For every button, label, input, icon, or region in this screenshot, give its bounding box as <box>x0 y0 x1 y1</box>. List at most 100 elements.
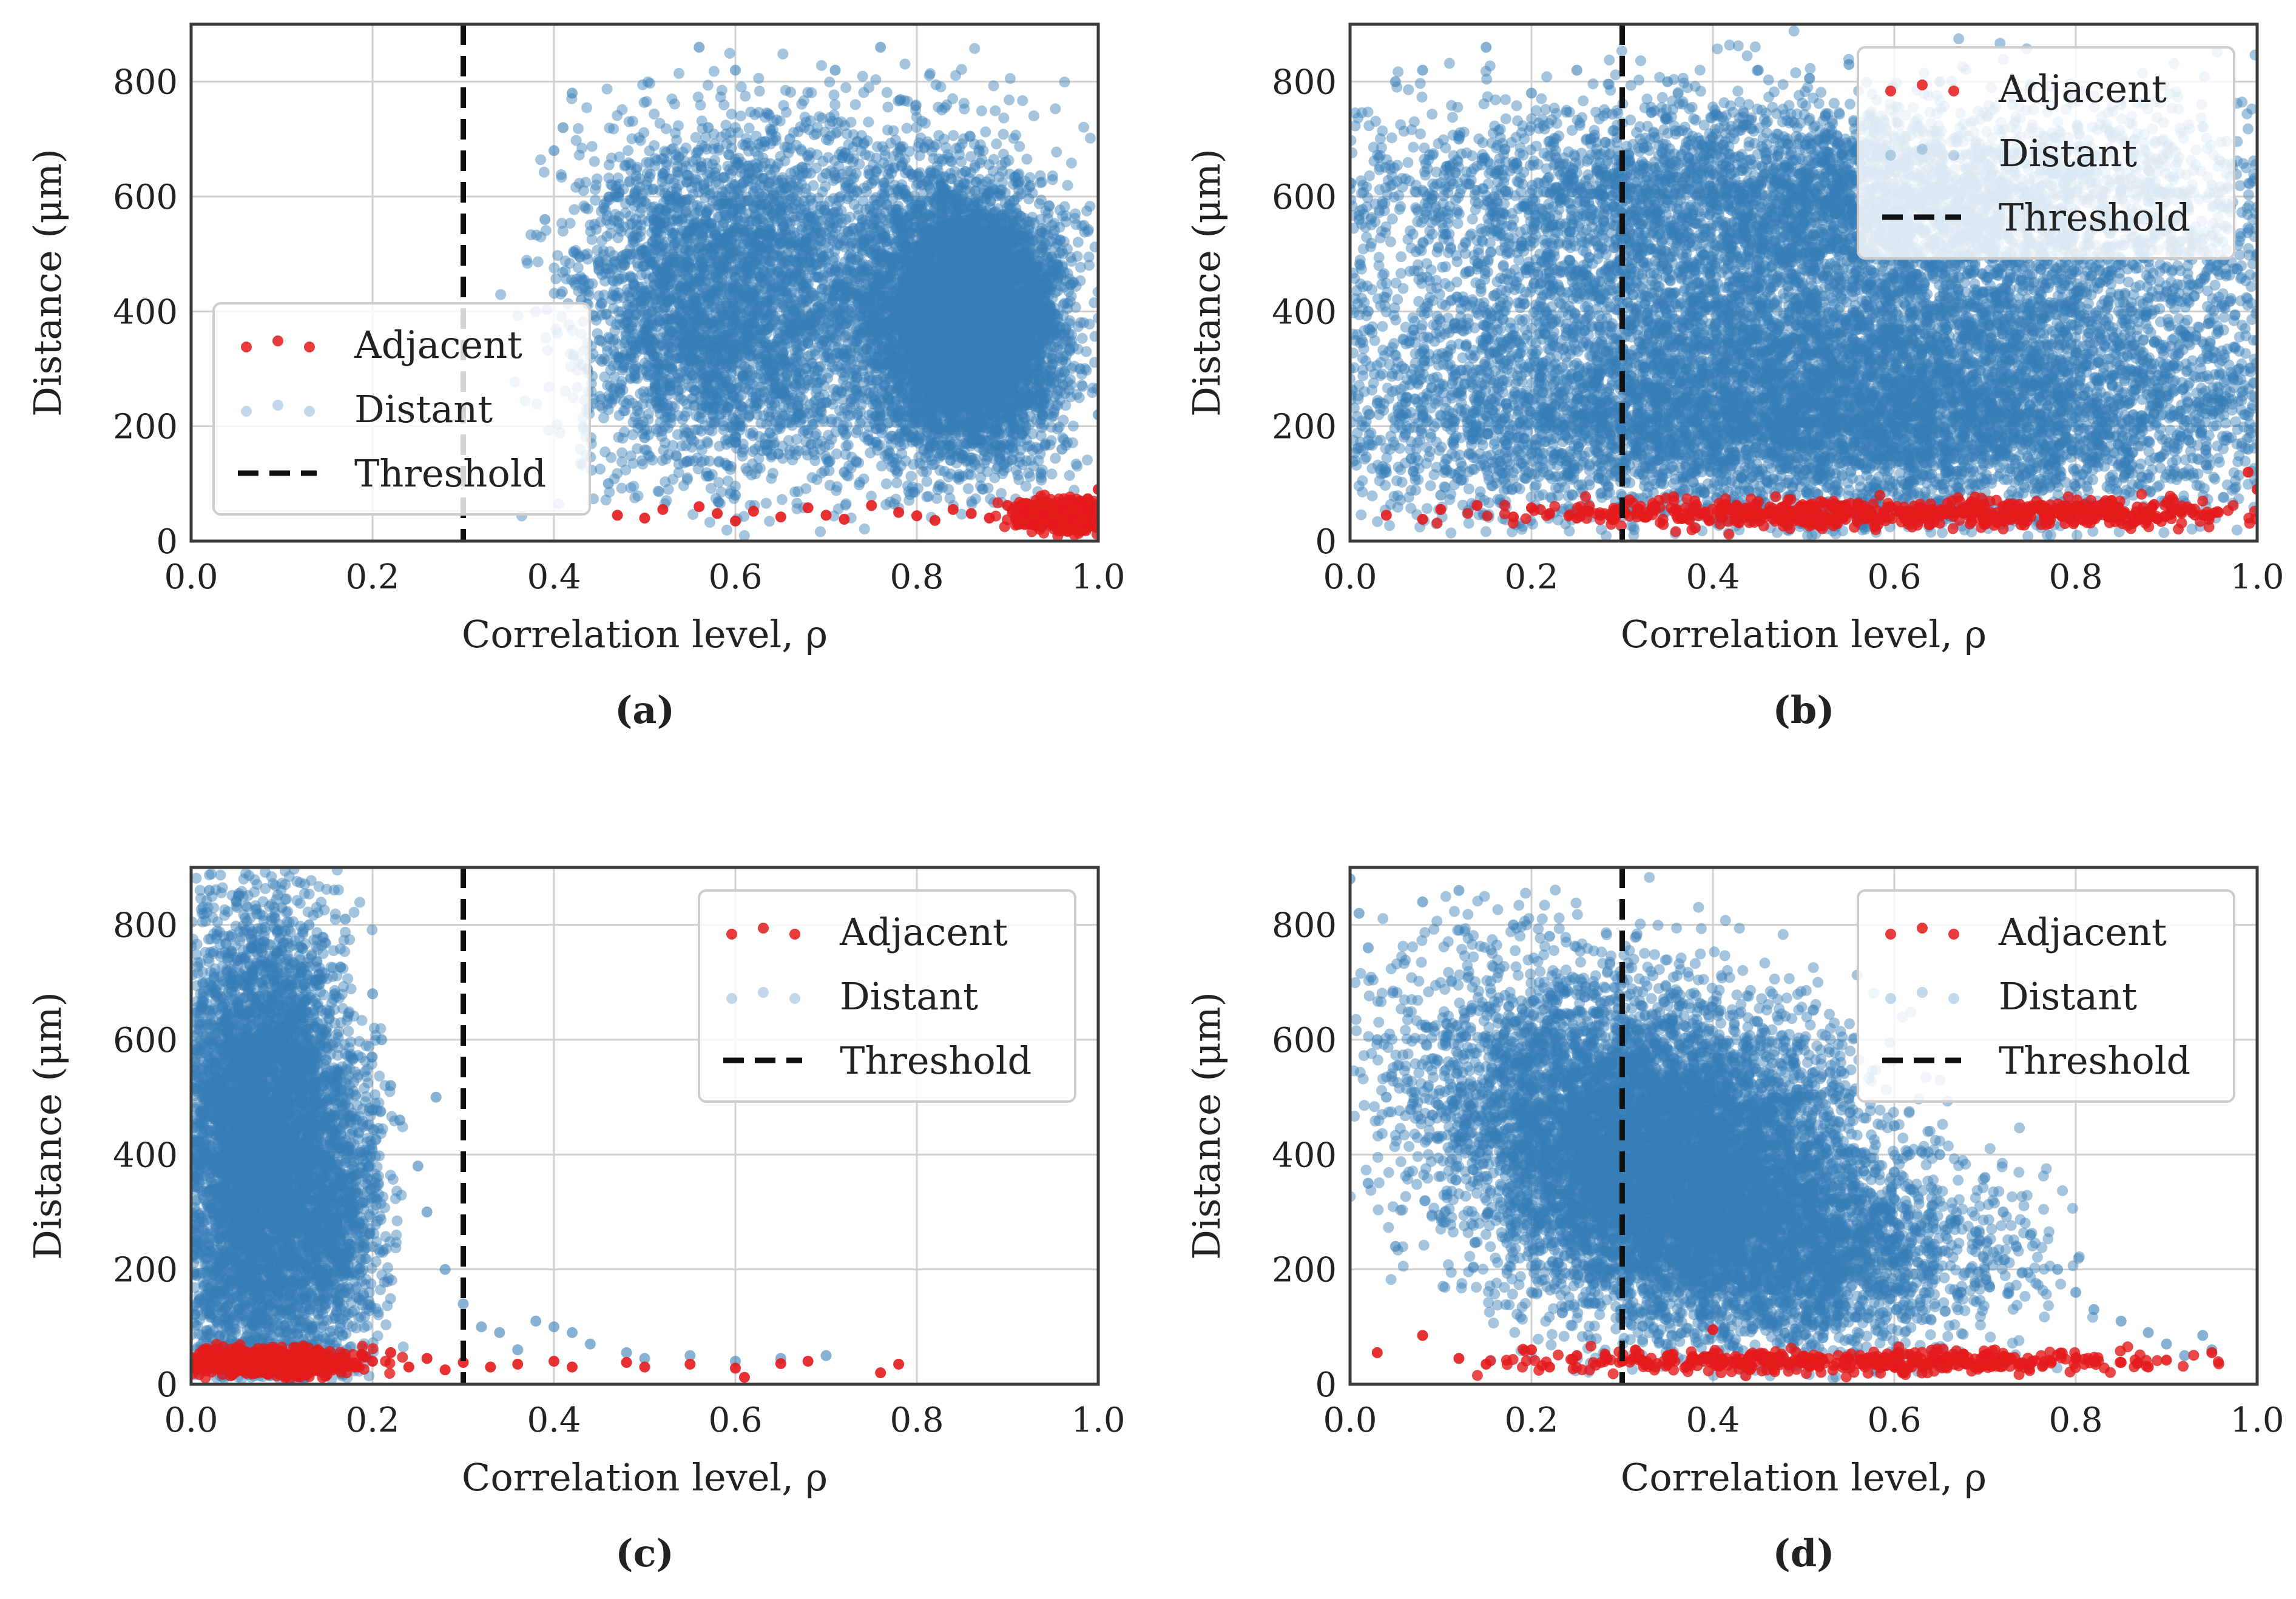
data-point <box>1019 326 1031 337</box>
data-point <box>910 290 921 301</box>
data-point <box>970 325 981 337</box>
data-point <box>1022 311 1034 323</box>
x-tick-label: 0.4 <box>527 557 581 597</box>
data-point <box>964 310 976 321</box>
data-point <box>968 255 979 266</box>
data-point <box>1033 355 1045 366</box>
data-point <box>891 351 902 362</box>
data-point <box>938 287 950 298</box>
data-point <box>938 301 950 312</box>
data-point <box>883 343 894 354</box>
data-point <box>877 326 888 338</box>
data-point <box>922 329 933 340</box>
data-point <box>988 251 1000 262</box>
data-point <box>953 331 965 342</box>
data-point <box>988 319 1000 331</box>
data-point <box>969 370 981 382</box>
data-point <box>894 338 905 349</box>
data-point <box>975 417 987 429</box>
data-point <box>944 357 955 369</box>
data-point <box>880 478 892 490</box>
data-point <box>933 318 944 330</box>
data-point <box>1018 369 1029 381</box>
data-point <box>944 264 956 276</box>
data-point <box>944 334 955 346</box>
data-point <box>966 329 977 340</box>
data-point <box>966 364 977 375</box>
data-point <box>1065 280 1076 291</box>
data-point <box>1055 321 1066 333</box>
data-point <box>947 298 959 309</box>
data-point <box>1036 408 1048 420</box>
data-point <box>1075 261 1086 273</box>
data-point <box>968 346 979 357</box>
data-point <box>1024 334 1035 345</box>
data-point <box>894 335 906 346</box>
data-point <box>952 342 964 354</box>
data-point <box>959 305 970 316</box>
data-point <box>879 329 890 340</box>
data-point <box>926 223 937 235</box>
data-point <box>970 236 981 247</box>
x-tick-label: 0.2 <box>345 557 399 597</box>
data-point <box>923 264 934 276</box>
data-point <box>900 241 911 252</box>
data-point <box>975 326 987 337</box>
data-point <box>1066 335 1078 346</box>
data-point <box>961 288 973 299</box>
data-point <box>944 283 956 295</box>
data-point <box>936 351 947 362</box>
data-point <box>907 319 918 330</box>
data-point <box>910 285 922 297</box>
data-point <box>991 463 1002 474</box>
data-point <box>911 320 923 332</box>
data-point <box>948 366 960 377</box>
data-point <box>925 342 936 354</box>
data-point <box>963 277 974 288</box>
data-point <box>1018 349 1030 360</box>
data-point <box>970 230 981 241</box>
data-point <box>1016 340 1027 352</box>
data-point <box>961 422 972 433</box>
data-point <box>995 232 1007 244</box>
data-point <box>944 239 956 251</box>
data-point <box>950 338 962 350</box>
data-point <box>977 264 988 276</box>
data-point <box>973 300 984 312</box>
data-point <box>929 352 940 363</box>
data-point <box>988 221 999 233</box>
data-point <box>958 303 970 314</box>
data-point <box>1004 283 1015 294</box>
data-point <box>1016 246 1028 258</box>
data-point <box>999 327 1011 338</box>
data-point <box>1040 371 1052 383</box>
data-point <box>977 307 989 318</box>
data-point <box>953 375 965 387</box>
data-point <box>970 244 982 256</box>
data-point <box>971 263 982 275</box>
data-point <box>919 288 930 299</box>
data-point <box>905 392 916 404</box>
data-point <box>888 498 900 510</box>
data-point <box>935 346 947 358</box>
data-point <box>1002 368 1014 380</box>
data-point <box>956 426 968 437</box>
y-tick-label: 400 <box>113 292 178 332</box>
data-point <box>944 440 956 451</box>
data-point <box>970 219 981 231</box>
data-point <box>923 401 934 412</box>
data-point <box>920 230 931 241</box>
data-point <box>993 294 1005 306</box>
data-point <box>1001 225 1013 236</box>
data-point <box>915 257 926 269</box>
data-point <box>990 295 1001 307</box>
data-point <box>977 391 988 403</box>
data-point <box>942 322 954 334</box>
data-point <box>917 338 928 349</box>
data-point <box>970 372 981 384</box>
data-point <box>1007 312 1018 324</box>
data-point <box>999 301 1011 313</box>
data-point <box>947 237 957 249</box>
data-point <box>918 252 930 264</box>
data-point <box>977 346 989 357</box>
